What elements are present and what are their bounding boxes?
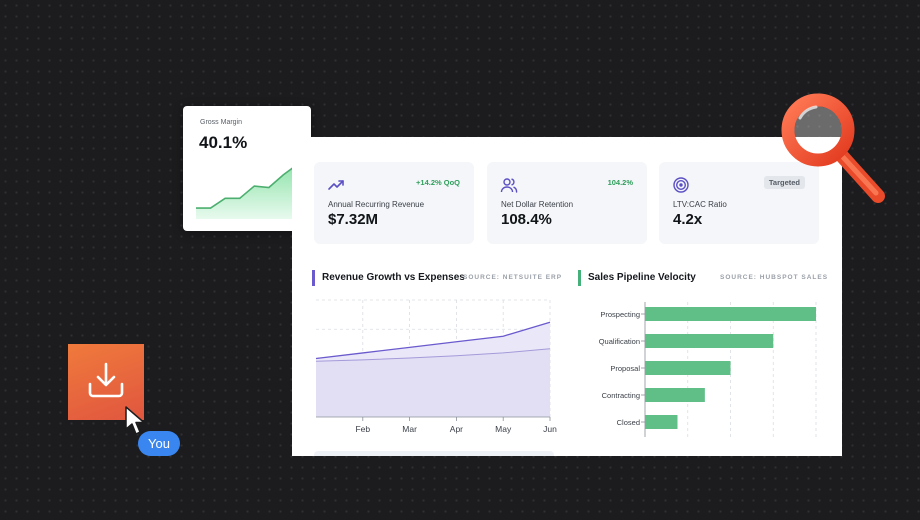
y-tick-label: Contracting (602, 391, 640, 400)
bar-prospecting (645, 307, 816, 321)
trending-up-icon (328, 180, 344, 190)
pipeline-chart-source: SOURCE: HUBSPOT SALES (720, 274, 829, 281)
dashboard-panel: +14.2% QoQ Annual Recurring Revenue $7.3… (292, 137, 842, 456)
x-tick-label: Mar (402, 424, 417, 434)
sparkline-line (196, 163, 299, 209)
users-icon (500, 178, 518, 193)
kpi-card-arr: +14.2% QoQ Annual Recurring Revenue $7.3… (314, 162, 474, 244)
kpi-badge-ltv: Targeted (763, 176, 805, 189)
kpi-label-arr: Annual Recurring Revenue (328, 200, 425, 209)
x-tick-label: Feb (355, 424, 370, 434)
kpi-value-arr: $7.32M (328, 211, 379, 228)
gross-margin-card: Gross Margin 40.1% (183, 106, 311, 231)
kpi-card-ndr: 104.2% Net Dollar Retention 108.4% (487, 162, 647, 244)
bar-contracting (645, 388, 705, 402)
x-tick-label: May (495, 424, 512, 434)
kpi-label-ndr: Net Dollar Retention (501, 200, 574, 209)
x-tick-label: Apr (450, 424, 463, 434)
x-tick-label: Jun (543, 424, 557, 434)
cursor-user-label: You (138, 431, 180, 456)
bar-qualification (645, 334, 774, 348)
revenue-chart-title: Revenue Growth vs Expenses (312, 270, 465, 286)
y-tick-label: Prospecting (600, 310, 640, 319)
bar-proposal (645, 361, 731, 375)
kpi-value-ndr: 108.4% (501, 211, 552, 228)
kpi-badge-arr: +14.2% QoQ (416, 178, 460, 187)
cursor-pointer-icon (125, 406, 145, 435)
revenue-chart-source: SOURCE: NETSUITE ERP (463, 274, 563, 281)
magnifier-icon (781, 93, 885, 203)
kpi-badge-ndr: 104.2% (607, 178, 633, 187)
series-line-expenses (315, 348, 551, 362)
revenue-area-chart: Feb Mar Apr May Jun (315, 299, 557, 434)
target-icon (673, 177, 689, 193)
y-tick-label: Qualification (599, 337, 640, 346)
gross-margin-label: Gross Margin (200, 119, 243, 126)
sparkline-area (196, 164, 298, 219)
y-tick-label: Proposal (610, 364, 640, 373)
kpi-label-ltv: LTV:CAC Ratio (673, 200, 727, 209)
gross-margin-value: 40.1% (199, 133, 248, 152)
kpi-card-ltv: Targeted LTV:CAC Ratio 4.2x (659, 162, 819, 244)
kpi-value-ltv: 4.2x (673, 211, 703, 228)
download-icon (88, 362, 124, 398)
y-tick-label: Closed (617, 418, 640, 427)
gross-margin-sparkline (196, 163, 299, 219)
series-line-revenue (315, 321, 551, 360)
next-card-edge (314, 451, 554, 456)
pipeline-chart-title: Sales Pipeline Velocity (578, 270, 696, 286)
bar-closed (645, 415, 678, 429)
download-tile[interactable] (68, 344, 144, 420)
series-area-expenses (316, 348, 550, 417)
pipeline-bar-chart: Prospecting Qualification Proposal Contract… (599, 302, 817, 437)
